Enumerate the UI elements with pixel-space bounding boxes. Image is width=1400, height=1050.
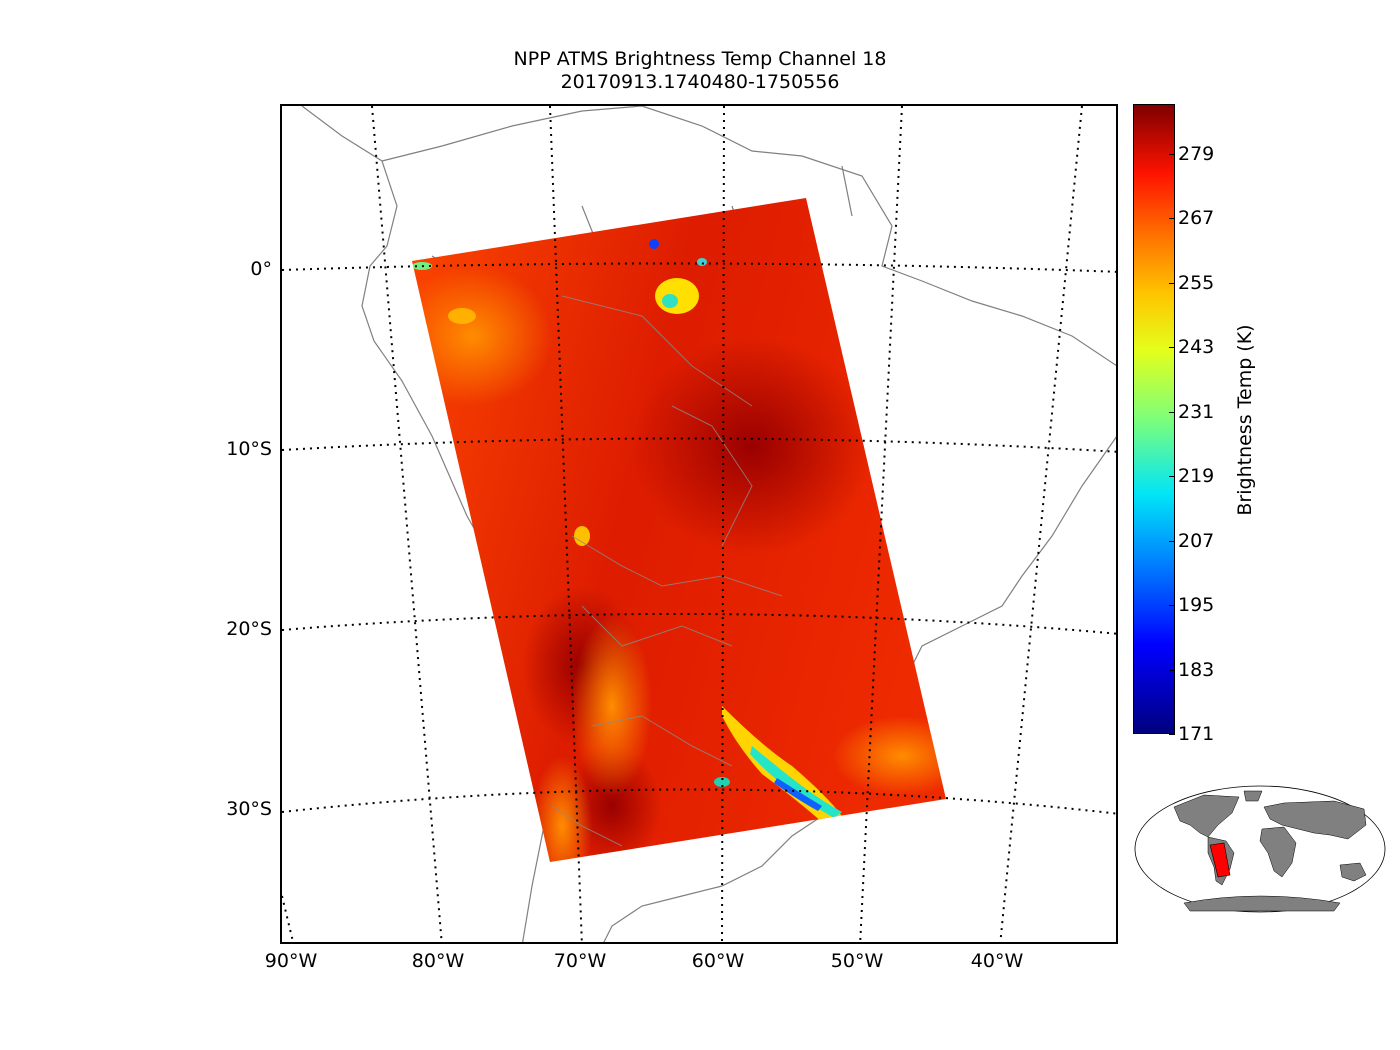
colorbar [1133, 104, 1175, 734]
map-canvas [282, 106, 1116, 942]
colorbar-tick: 171 [1168, 723, 1215, 745]
lat-label-20s: 20°S [226, 618, 272, 640]
colorbar-tick: 279 [1168, 143, 1215, 165]
lat-label-30s: 30°S [226, 798, 272, 820]
colorbar-tick: 183 [1168, 659, 1215, 681]
lon-label-80w: 80°W [411, 950, 465, 972]
colorbar-tick: 195 [1168, 594, 1215, 616]
parallels [282, 262, 1116, 815]
chart-title: NPP ATMS Brightness Temp Channel 18 2017… [280, 48, 1120, 94]
lon-label-90w: 90°W [264, 950, 318, 972]
colorbar-tick: 255 [1168, 272, 1215, 294]
colorbar-label: Brightness Temp (K) [1234, 324, 1256, 516]
title-line-2: 20170913.1740480-1750556 [560, 71, 840, 93]
swath-locator-box [1209, 842, 1231, 878]
world-locator-map [1134, 785, 1386, 913]
colorbar-tick: 207 [1168, 530, 1215, 552]
lon-label-50w: 50°W [830, 950, 884, 972]
lon-label-60w: 60°W [691, 950, 745, 972]
meridians [282, 106, 1083, 942]
title-line-1: NPP ATMS Brightness Temp Channel 18 [513, 48, 887, 70]
colorbar-tick: 267 [1168, 207, 1215, 229]
lat-label-0: 0° [250, 258, 272, 280]
colorbar-tick: 219 [1168, 465, 1215, 487]
lon-label-40w: 40°W [970, 950, 1024, 972]
colorbar-tick: 231 [1168, 401, 1215, 423]
map-panel [280, 104, 1118, 944]
colorbar-tick: 243 [1168, 336, 1215, 358]
lat-label-10s: 10°S [226, 438, 272, 460]
lon-label-70w: 70°W [553, 950, 607, 972]
